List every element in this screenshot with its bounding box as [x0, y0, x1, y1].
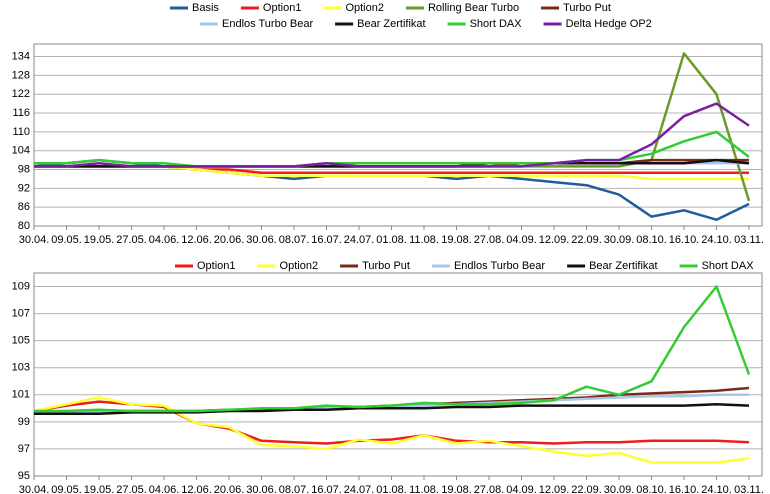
legend-label: Endlos Turbo Bear: [222, 18, 313, 30]
legend-label: Bear Zertifikat: [589, 260, 657, 272]
x-tick-label: 11.08.: [409, 484, 439, 494]
legend-label: Option2: [280, 260, 319, 272]
y-tick-label: 109: [12, 280, 30, 292]
x-tick-label: 03.11.: [734, 234, 764, 246]
x-tick-label: 30.09.: [604, 234, 635, 246]
y-tick-label: 86: [18, 201, 30, 213]
legend-label: Short DAX: [470, 18, 523, 30]
legend-label: Endlos Turbo Bear: [454, 260, 545, 272]
x-tick-label: 22.09.: [571, 234, 602, 246]
x-tick-label: 03.11.: [734, 484, 764, 494]
x-tick-label: 24.10.: [701, 484, 732, 494]
x-tick-label: 30.04.: [19, 484, 50, 494]
x-tick-label: 24.07.: [344, 234, 375, 246]
series-line: [34, 102, 750, 168]
x-tick-label: 04.06.: [149, 484, 180, 494]
y-tick-label: 99: [18, 416, 30, 428]
x-tick-label: 19.05.: [84, 484, 115, 494]
x-tick-label: 22.09.: [571, 484, 602, 494]
y-tick-label: 80: [18, 220, 30, 232]
x-tick-label: 08.10.: [636, 234, 667, 246]
x-tick-label: 16.07.: [311, 234, 342, 246]
x-tick-label: 27.08.: [474, 484, 505, 494]
y-tick-label: 97: [18, 443, 30, 455]
y-tick-label: 128: [12, 69, 30, 81]
x-tick-label: 12.09.: [539, 484, 570, 494]
y-tick-label: 92: [18, 182, 30, 194]
x-tick-label: 01.08.: [376, 234, 407, 246]
series-line: [33, 396, 750, 464]
x-tick-label: 16.10.: [669, 234, 700, 246]
x-tick-label: 27.05.: [116, 484, 147, 494]
x-tick-label: 27.08.: [474, 234, 505, 246]
x-tick-label: 30.04.: [19, 234, 50, 246]
x-tick-label: 20.06.: [214, 484, 245, 494]
legend-label: Turbo Put: [563, 2, 611, 14]
y-tick-label: 116: [12, 107, 30, 119]
x-tick-label: 09.05.: [51, 484, 82, 494]
plot-frame: [33, 272, 763, 477]
x-tick-label: 24.10.: [701, 234, 732, 246]
x-tick-label: 08.10.: [636, 484, 667, 494]
y-tick-label: 110: [12, 126, 30, 138]
series-line: [34, 285, 751, 413]
y-tick-label: 105: [12, 335, 30, 347]
legend-label: Option2: [345, 2, 384, 14]
y-tick-label: 122: [12, 88, 30, 100]
y-tick-label: 98: [18, 163, 30, 175]
legend-label: Basis: [192, 2, 219, 14]
x-tick-label: 19.05.: [84, 234, 115, 246]
legend-label: Bear Zertifikat: [357, 18, 425, 30]
x-tick-label: 04.09.: [506, 484, 537, 494]
plot-frame: [33, 43, 763, 227]
legend-label: Rolling Bear Turbo: [428, 2, 519, 14]
x-tick-label: 01.08.: [376, 484, 407, 494]
legend-label: Option1: [263, 2, 302, 14]
x-tick-label: 08.07.: [279, 234, 310, 246]
x-tick-label: 11.08.: [409, 234, 439, 246]
x-tick-label: 27.05.: [116, 234, 147, 246]
x-tick-label: 24.07.: [344, 484, 375, 494]
legend-label: Turbo Put: [362, 260, 410, 272]
series-line: [34, 130, 750, 168]
x-tick-label: 19.08.: [441, 234, 472, 246]
x-tick-label: 04.09.: [506, 234, 537, 246]
y-tick-label: 101: [12, 389, 30, 401]
x-tick-label: 12.06.: [181, 234, 212, 246]
legend-label: Short DAX: [702, 260, 755, 272]
x-tick-label: 19.08.: [441, 484, 472, 494]
x-tick-label: 12.09.: [539, 234, 570, 246]
y-tick-label: 104: [12, 145, 30, 157]
x-tick-label: 20.06.: [214, 234, 245, 246]
x-tick-label: 09.05.: [51, 234, 82, 246]
y-tick-label: 134: [12, 50, 30, 62]
x-tick-label: 30.09.: [604, 484, 635, 494]
x-tick-label: 30.06.: [246, 484, 277, 494]
series-line: [34, 403, 750, 415]
x-tick-label: 16.07.: [311, 484, 342, 494]
y-tick-label: 107: [12, 308, 30, 320]
x-tick-label: 12.06.: [181, 484, 212, 494]
x-tick-label: 04.06.: [149, 234, 180, 246]
y-tick-label: 103: [12, 362, 30, 374]
legend-label: Option1: [197, 260, 236, 272]
x-tick-label: 08.07.: [279, 484, 310, 494]
x-tick-label: 30.06.: [246, 234, 277, 246]
x-tick-label: 16.10.: [669, 484, 700, 494]
y-tick-label: 95: [18, 470, 30, 482]
legend-label: Delta Hedge OP2: [566, 18, 652, 30]
